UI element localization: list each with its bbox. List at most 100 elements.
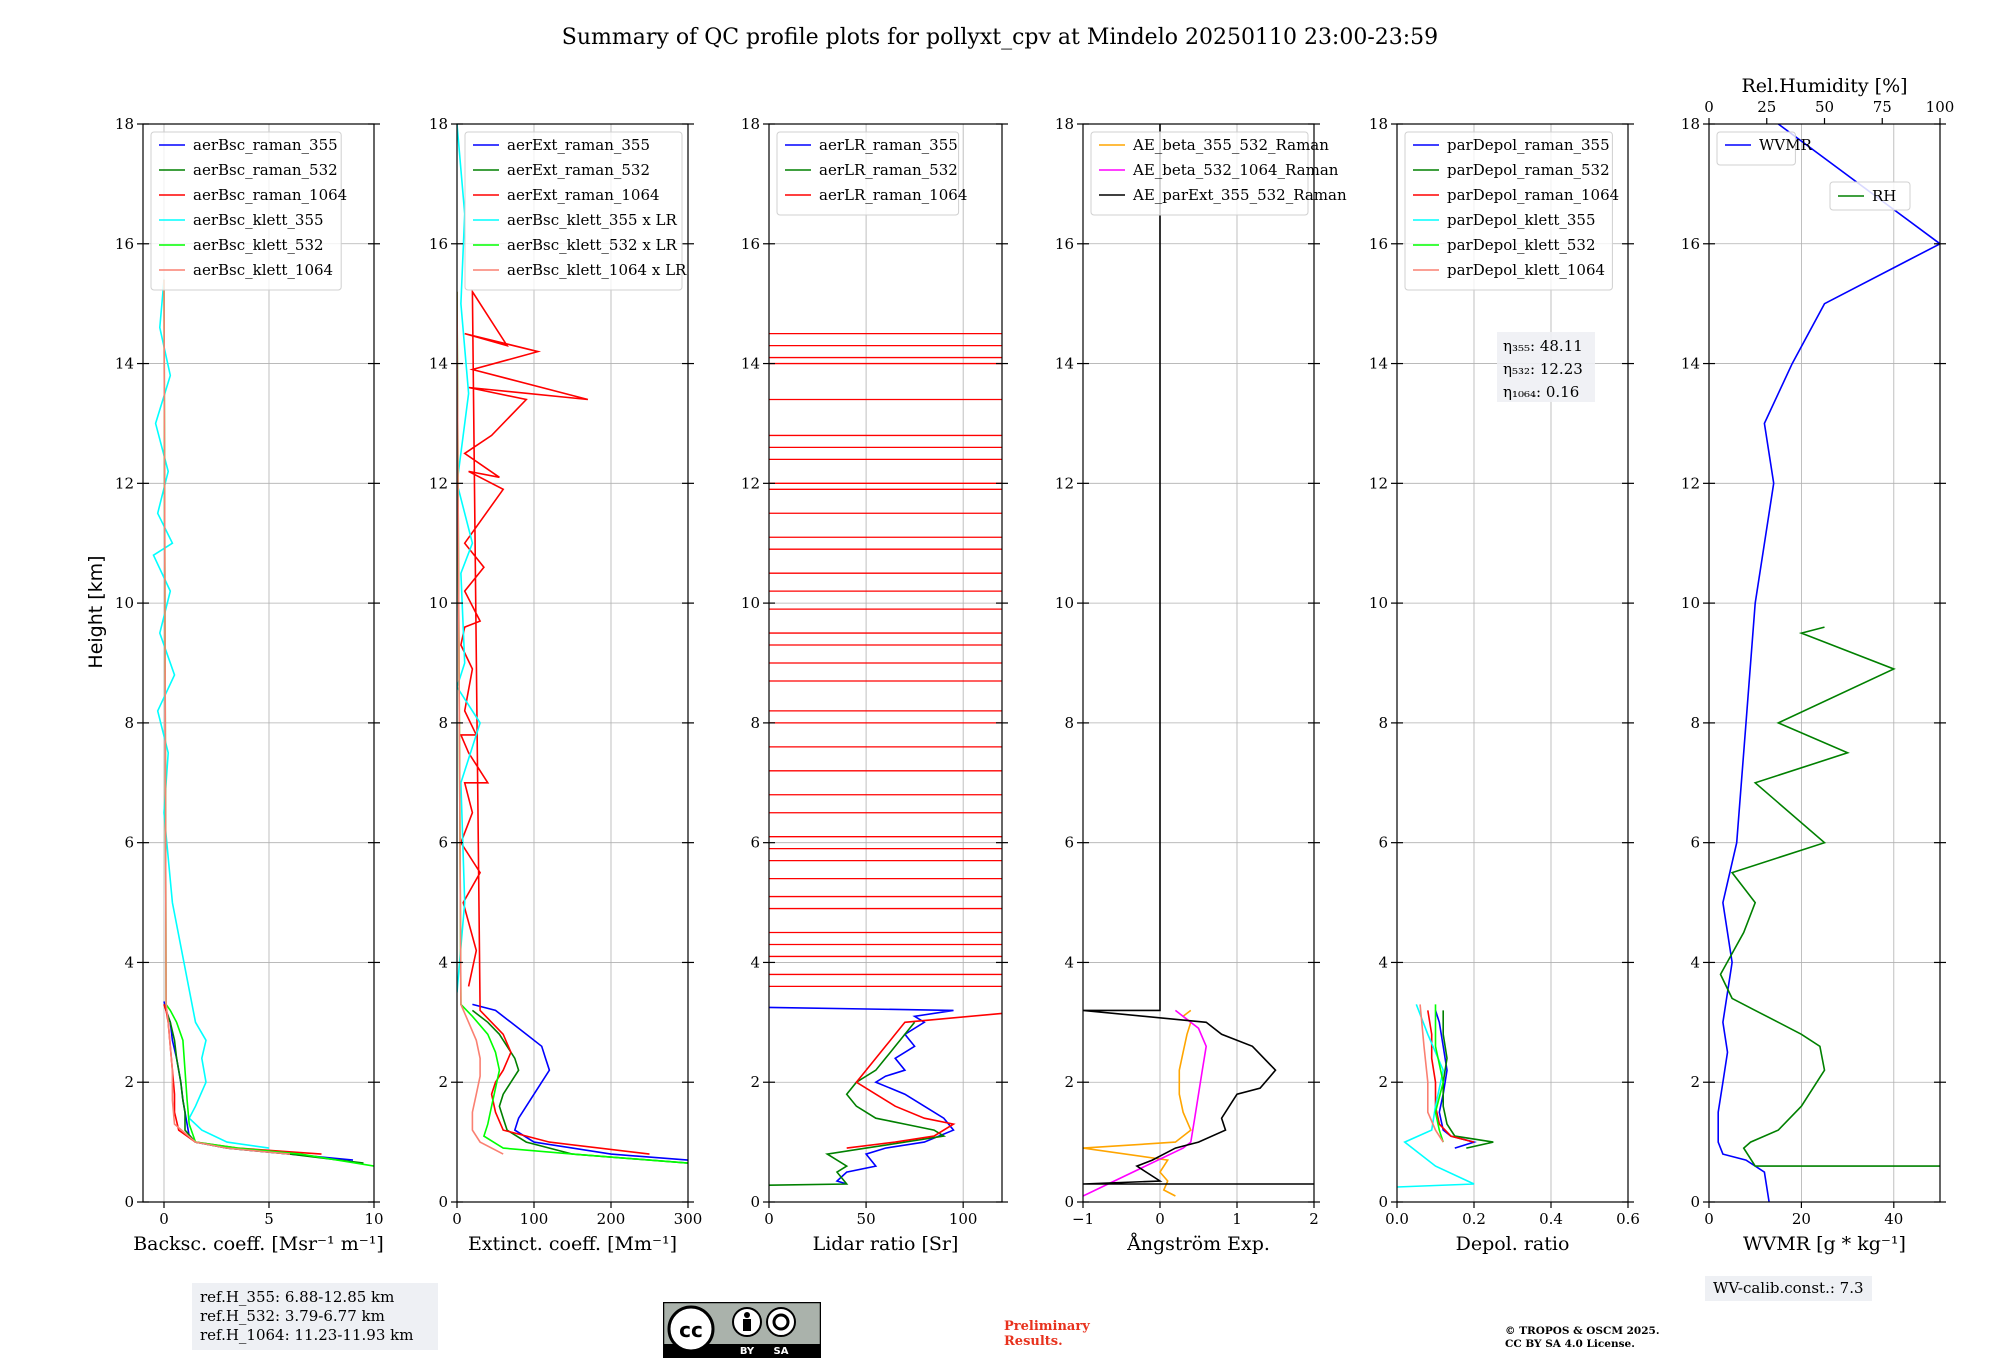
figure-title: Summary of QC profile plots for pollyxt_… — [562, 25, 1438, 50]
legend-entry: AE_parExt_355_532_Raman — [1132, 186, 1347, 204]
y-tick-label: 16 — [741, 235, 760, 253]
series-AE_beta_355_532_Raman — [1083, 1009, 1192, 1197]
cc-icon — [667, 1305, 715, 1353]
y-tick-label: 4 — [750, 953, 760, 971]
series-aerBsc_klett_532 — [163, 279, 374, 1167]
y-tick-label: 2 — [1690, 1073, 1700, 1091]
y-tick-label: 0 — [438, 1193, 448, 1211]
x-axis-label: WVMR [g * kg⁻¹] — [1743, 1233, 1906, 1255]
legend-entry: aerBsc_klett_532 x LR — [507, 236, 678, 254]
y-tick-label: 12 — [429, 474, 448, 492]
ref-height-355: ref.H_355: 6.88-12.85 km — [200, 1288, 395, 1306]
x-axis-label: Depol. ratio — [1456, 1233, 1570, 1255]
y-tick-label: 16 — [1681, 235, 1700, 253]
legend-entry: aerExt_raman_532 — [507, 161, 650, 179]
top-x-tick-label: 0 — [1704, 98, 1714, 116]
wv-calibration-box: WV-calib.const.: 7.3 — [1705, 1276, 1872, 1301]
legend-box — [1716, 131, 1796, 166]
plot-area — [1717, 124, 1940, 1202]
y-tick-label: 0 — [750, 1193, 760, 1211]
legend-box — [1404, 131, 1613, 291]
plot-area — [769, 332, 1002, 1186]
y-tick-label: 12 — [1055, 474, 1074, 492]
y-tick-label: 2 — [124, 1073, 134, 1091]
y-tick-label: 14 — [1055, 355, 1074, 373]
x-axis-label: Backsc. coeff. [Msr⁻¹ m⁻¹] — [133, 1233, 384, 1255]
legend-box — [464, 131, 683, 291]
plot-area — [457, 124, 688, 1164]
calibration-eta-label: η₃₅₅: 48.11 — [1503, 337, 1583, 355]
x-tick-label: 0 — [764, 1210, 774, 1228]
top-x-axis-label: Rel.Humidity [%] — [1741, 75, 1907, 97]
series-aerBsc_klett_1064 x LR — [457, 291, 504, 1155]
cc-by-sa-license-badge: cc BY SA — [663, 1302, 821, 1358]
legend-entry: parDepol_raman_1064 — [1447, 186, 1619, 204]
x-tick-label: 10 — [364, 1210, 383, 1228]
y-tick-label: 6 — [124, 834, 134, 852]
y-tick-label: 12 — [741, 474, 760, 492]
top-x-tick-label: 50 — [1815, 98, 1834, 116]
y-tick-label: 18 — [115, 115, 134, 133]
ref-height-532: ref.H_532: 3.79-6.77 km — [200, 1307, 385, 1325]
sa-icon — [766, 1307, 796, 1337]
series-parDepol_klett_1064 — [1419, 1004, 1444, 1143]
series-parDepol_raman_1064 — [1427, 1010, 1475, 1143]
y-tick-label: 18 — [1055, 115, 1074, 133]
top-x-tick-label: 100 — [1926, 98, 1955, 116]
x-tick-label: 2 — [1309, 1210, 1319, 1228]
x-tick-label: 1 — [1232, 1210, 1242, 1228]
y-tick-label: 2 — [438, 1073, 448, 1091]
y-tick-label: 4 — [124, 953, 134, 971]
legend-entry: parDepol_klett_1064 — [1447, 261, 1605, 279]
series-AE_beta_532_1064_Raman — [1083, 1009, 1208, 1197]
x-tick-label: 20 — [1792, 1210, 1811, 1228]
series-aerExt_raman_355 — [472, 1003, 688, 1161]
calibration-box — [1497, 332, 1595, 402]
y-tick-label: 8 — [750, 714, 760, 732]
y-tick-label: 10 — [115, 594, 134, 612]
y-tick-label: 0 — [124, 1193, 134, 1211]
y-tick-label: 8 — [1690, 714, 1700, 732]
y-tick-label: 4 — [1690, 953, 1700, 971]
x-tick-label: 0 — [159, 1210, 169, 1228]
x-tick-label: 40 — [1884, 1210, 1903, 1228]
panel-depolarization: 0 2 4 6 8 10 12 14 16 18 0.0 0.2 0.4 0.6 Depol. ratio p… — [1369, 115, 1640, 1255]
legend-entry: AE_beta_355_532_Raman — [1132, 136, 1329, 154]
legend-entry: aerBsc_klett_1064 x LR — [507, 261, 687, 279]
series-RH — [1719, 626, 1940, 1167]
y-tick-label: 10 — [741, 594, 760, 612]
y-tick-label: 2 — [1378, 1073, 1388, 1091]
y-tick-label: 18 — [741, 115, 760, 133]
series-aerBsc_raman_355 — [163, 1001, 354, 1161]
x-tick-label: 0 — [1704, 1210, 1714, 1228]
series-WVMR — [1717, 124, 1940, 1202]
panel-backscatter: 0 2 4 6 8 10 12 14 16 18 0 5 10 Backsc. coeff. [Msr⁻¹… — [115, 115, 384, 1255]
y-tick-label: 2 — [1064, 1073, 1074, 1091]
legend-entry: aerExt_raman_1064 — [507, 186, 660, 204]
panel-lidar-ratio: 0 2 4 6 8 10 12 14 16 18 0 50 100 Lidar ratio [Sr] aer… — [741, 115, 1008, 1255]
legend-entry: aerBsc_klett_1064 — [193, 261, 333, 279]
series-AE_parExt_355_532_Raman — [1083, 124, 1314, 1185]
x-tick-label: 300 — [674, 1210, 703, 1228]
y-tick-label: 6 — [1690, 834, 1700, 852]
x-tick-label: 0 — [1155, 1210, 1165, 1228]
y-tick-label: 8 — [1064, 714, 1074, 732]
y-tick-label: 4 — [1378, 953, 1388, 971]
top-x-tick-label: 25 — [1757, 98, 1776, 116]
plot-area — [1083, 124, 1314, 1197]
x-tick-label: 50 — [857, 1210, 876, 1228]
legend-box — [776, 131, 960, 216]
y-tick-label: 16 — [1055, 235, 1074, 253]
x-axis-label: Lidar ratio [Sr] — [813, 1233, 959, 1255]
legend-entry: aerBsc_klett_355 — [193, 211, 324, 229]
legend-box — [150, 131, 342, 291]
preliminary-note: Preliminary Results. — [1004, 1319, 1090, 1349]
plot-area — [152, 279, 374, 1167]
panel-extinction: 0 2 4 6 8 10 12 14 16 18 0 100 200 300 Extinct. coeff.… — [429, 115, 702, 1255]
y-tick-label: 16 — [115, 235, 134, 253]
series-parDepol_raman_532 — [1442, 1010, 1494, 1149]
y-tick-label: 14 — [115, 355, 134, 373]
series-parDepol_klett_532 — [1434, 1004, 1445, 1143]
